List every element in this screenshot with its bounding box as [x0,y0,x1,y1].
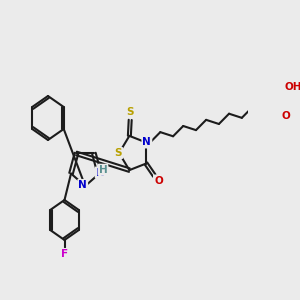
Text: O: O [281,111,290,122]
Text: F: F [61,249,68,259]
Text: H: H [98,165,107,175]
Text: S: S [127,107,134,117]
Text: O: O [154,176,163,186]
Text: OH: OH [285,82,300,92]
Text: N: N [142,137,151,147]
Text: S: S [115,148,122,158]
Text: N: N [78,180,87,190]
Text: N: N [96,168,104,178]
